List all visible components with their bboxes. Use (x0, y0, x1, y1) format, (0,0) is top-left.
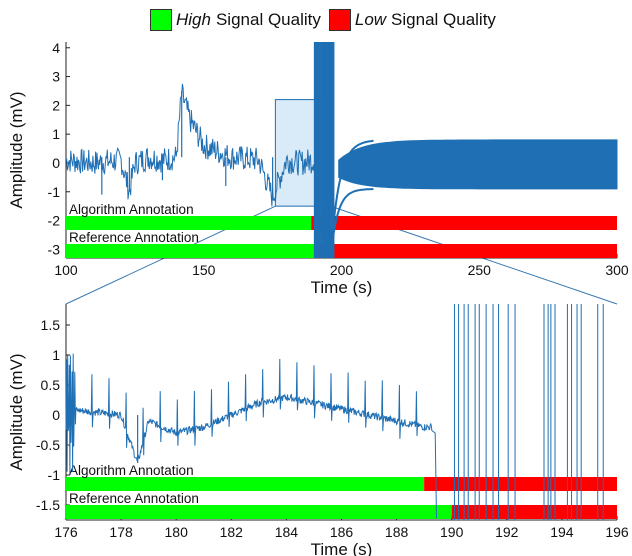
annotation-label: Algorithm Annotation (69, 463, 194, 478)
x-tick-label: 192 (495, 524, 519, 540)
y-tick-label: -2 (48, 213, 61, 229)
annotation-label: Algorithm Annotation (69, 202, 194, 217)
legend-item-low: Low Signal Quality (328, 9, 496, 31)
annotation-segment-low (424, 477, 617, 491)
legend-high-emphasis: High (176, 10, 211, 29)
annotation-segment-low (313, 244, 617, 258)
x-tick-label: 194 (550, 524, 574, 540)
x-axis-label: Time (s) (311, 278, 373, 297)
legend-item-high: High Signal Quality (150, 9, 321, 31)
x-tick-label: 150 (192, 262, 216, 278)
y-axis-label: Amplitude (mV) (7, 91, 26, 208)
y-axis-label: Amplitude (mV) (7, 353, 26, 470)
x-tick-label: 188 (385, 524, 409, 540)
signal-recovery-upper (329, 139, 374, 259)
chart-zoomed: 1.5 1 0.5 0 -0.5 -1 -1.5 176 178 180 182 184 186 188 1… (7, 304, 629, 556)
x-tick-label: 190 (440, 524, 464, 540)
x-tick-label: 300 (605, 262, 629, 278)
x-tick-label: 186 (330, 524, 354, 540)
annotation-segment-high (66, 505, 452, 519)
y-tick-label: 4 (52, 40, 60, 56)
y-tick-label: 1 (52, 126, 60, 142)
y-tick-label: 1 (52, 347, 60, 363)
y-tick-label: 0 (52, 155, 60, 171)
y-tick-label: -1.5 (36, 497, 60, 513)
annotation-label: Reference Annotation (69, 230, 199, 245)
annotation-label: Reference Annotation (69, 491, 199, 506)
legend-swatch-low (328, 9, 351, 31)
y-tick-label: 0.5 (41, 377, 61, 393)
x-tick-label: 196 (605, 524, 629, 540)
y-tick-label: 2 (52, 97, 60, 113)
signal-trace (65, 353, 437, 519)
legend-swatch-high (150, 9, 172, 31)
x-tick-label: 250 (468, 262, 492, 278)
x-tick-label: 184 (275, 524, 299, 540)
x-tick-label: 100 (54, 262, 78, 278)
legend-low-emphasis: Low (354, 10, 387, 29)
y-tick-label: -0.5 (36, 437, 60, 453)
x-tick-label: 178 (109, 524, 133, 540)
y-tick-label: 3 (52, 69, 60, 85)
signal-band (338, 139, 618, 190)
annotation-segment-low (451, 505, 617, 519)
x-tick-label: 182 (220, 524, 244, 540)
y-tick-label: -1 (48, 184, 61, 200)
annotation-segment-high (66, 477, 425, 491)
y-tick-label: 1.5 (41, 317, 61, 333)
x-tick-label: 200 (330, 262, 354, 278)
y-tick-label: -3 (48, 241, 61, 257)
x-axis-label: Time (s) (311, 540, 373, 556)
signal-recovery-lower (329, 188, 374, 259)
legend: High Signal Quality Low Signal Quality (150, 8, 504, 32)
x-tick-label: 180 (165, 524, 189, 540)
y-tick-label: -1 (48, 467, 61, 483)
chart-overview: 4 3 2 1 0 -1 -2 -3 100 150 200 250 300 Time (s) Amplit… (7, 40, 629, 297)
y-tick-label: 0 (52, 407, 60, 423)
legend-low-text: Signal Quality (391, 10, 496, 29)
legend-high-text: Signal Quality (215, 10, 321, 29)
annotation-segment-high (66, 216, 312, 230)
annotation-segment-high (66, 244, 314, 258)
x-tick-label: 176 (54, 524, 78, 540)
annotation-segment-low (311, 216, 617, 230)
